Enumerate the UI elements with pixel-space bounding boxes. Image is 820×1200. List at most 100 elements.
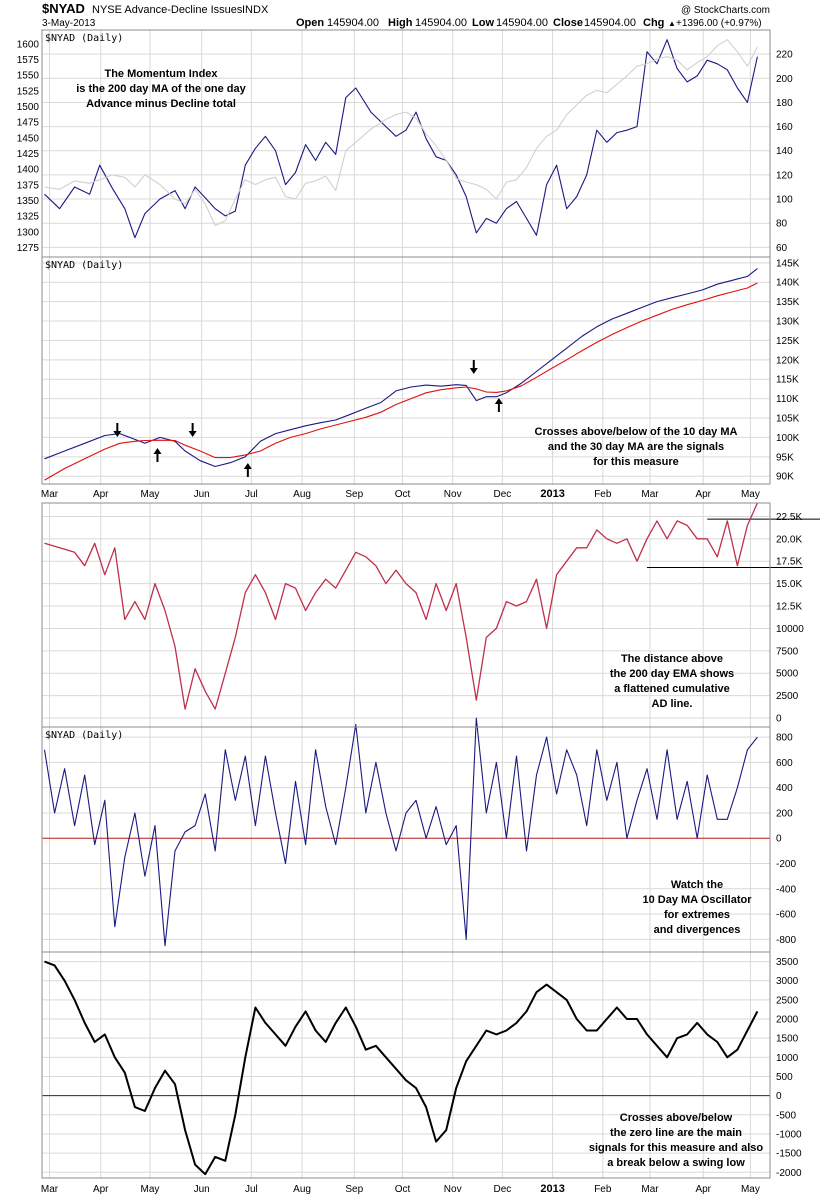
y-right-tick-label: 3000 (776, 976, 799, 987)
x-axis-bottom: Mar Apr May Jun Jul Aug Sep Oct Nov Dec 2013 Feb Mar… (41, 1183, 760, 1195)
arrow-up-icon (494, 398, 503, 404)
chg-arrow-icon: ▲ (668, 19, 676, 28)
x-tick-label-apr: Apr (695, 1184, 711, 1195)
arrow-up-icon (243, 463, 252, 469)
x-tick-label-sep: Sep (345, 489, 363, 500)
y-right-tick-label: 220 (776, 50, 793, 61)
x-tick-label-jul: Jul (245, 1184, 258, 1195)
x-tick-label-jun: Jun (194, 1184, 210, 1195)
annotation-momentum: is the 200 day MA of the one day (76, 83, 246, 95)
annotation-momentum: Advance minus Decline total (86, 98, 236, 110)
high-value: 145904.00 (415, 17, 467, 29)
x-tick-label-mar: Mar (641, 489, 659, 500)
chart-panels: 60 80 100 120 140 160 180 200 220 1275 1300 1325 135… (17, 29, 820, 1195)
y-right-tick-label: -200 (776, 859, 796, 870)
chg-value: +1396.00 (+0.97%) (676, 18, 762, 29)
x-tick-label-feb: Feb (594, 489, 612, 500)
y-right-tick-label: 7500 (776, 646, 799, 657)
arrow-down-icon (469, 368, 478, 374)
ohlc-readout: Open 145904.00 High 145904.00 Low 145904… (296, 17, 762, 29)
y-right-tick-label: 120K (776, 355, 800, 366)
x-tick-label-dec: Dec (493, 489, 511, 500)
series-line-ma30-red (44, 282, 758, 481)
series-line-ad-line-navy (44, 268, 758, 468)
panel-momentum: 60 80 100 120 140 160 180 200 220 1275 1300 1325 135… (17, 29, 793, 258)
y-right-tick-label: 5000 (776, 669, 799, 680)
y-left-tick-label: 1350 (17, 196, 40, 207)
panel-frame (41, 726, 771, 953)
y-left-tick-label: 1525 (17, 86, 40, 97)
x-tick-label-sep: Sep (345, 1184, 363, 1195)
panel-label: $NYAD (Daily) (45, 33, 123, 44)
close-label: Close (553, 17, 583, 29)
low-label: Low (472, 17, 494, 29)
annotation-oscillator: 10 Day MA Oscillator (642, 894, 752, 906)
chg-label: Chg (643, 17, 664, 29)
y-right-tick-label: 140K (776, 278, 800, 289)
x-tick-label-mar: Mar (641, 1184, 659, 1195)
y-right-tick-label: 60 (776, 243, 788, 254)
x-tick-label-jul: Jul (245, 489, 258, 500)
arrow-down-icon (188, 431, 197, 437)
y-right-tick-label: 1500 (776, 1034, 799, 1045)
y-left-tick-label: 1425 (17, 149, 40, 160)
panel-distance: 0 2500 5000 7500 10000 12.5K 15.0K 17.5K 20.0K 22… (41, 502, 820, 728)
y-right-tick-label: -1500 (776, 1149, 802, 1160)
y-left-tick-label: 1450 (17, 133, 40, 144)
y-right-tick-label: 120 (776, 170, 793, 181)
annotation-zero-line: signals for this measure and also (589, 1142, 764, 1154)
x-tick-label-aug: Aug (293, 1184, 311, 1195)
x-tick-label-may: May (741, 489, 760, 500)
y-right-tick-label: 95K (776, 452, 794, 463)
y-right-tick-label: 2500 (776, 995, 799, 1006)
series-line-osc-navy (43, 717, 758, 947)
series-line-distance-crimson (44, 502, 758, 710)
y-right-tick-label: 2500 (776, 691, 799, 702)
x-axis-top: Mar Apr May Jun Jul Aug Sep Oct Nov Dec 2013 Feb Mar… (41, 488, 760, 500)
y-right-tick-label: -800 (776, 935, 796, 946)
y-left-tick-label: 1550 (17, 71, 40, 82)
y-right-tick-label: 135K (776, 297, 800, 308)
y-right-tick-label: 22.5K (776, 512, 802, 523)
cross-arrows (113, 360, 503, 477)
annotation-distance: AD line. (652, 698, 693, 710)
y-right-tick-label: 2000 (776, 1015, 799, 1026)
panel-frame (41, 256, 771, 485)
y-right-tick-label: 10000 (776, 624, 804, 635)
y-right-tick-label: 145K (776, 258, 800, 269)
y-right-tick-label: 200 (776, 74, 793, 85)
y-right-tick-label: 130K (776, 317, 800, 328)
y-right-tick-label: 1000 (776, 1053, 799, 1064)
y-right-tick-label: 100 (776, 195, 793, 206)
y-right-tick-label: 20.0K (776, 534, 802, 545)
x-tick-label-apr: Apr (93, 489, 109, 500)
x-tick-label-nov: Nov (444, 489, 462, 500)
y-right-tick-label: -1000 (776, 1129, 802, 1140)
x-tick-label-may: May (741, 1184, 760, 1195)
x-tick-label-nov: Nov (444, 1184, 462, 1195)
high-label: High (388, 17, 413, 29)
y-right-tick-label: 400 (776, 783, 793, 794)
y-left-tick-label: 1300 (17, 227, 40, 238)
annotation-oscillator: and divergences (654, 924, 741, 936)
y-right-tick-label: 100K (776, 433, 800, 444)
y-right-tick-label: 200 (776, 808, 793, 819)
annotations: The Momentum Index is the 200 day MA of t… (76, 68, 763, 1169)
y-right-tick-label: 12.5K (776, 602, 802, 613)
x-tick-label-mar: Mar (41, 489, 59, 500)
panel-label: $NYAD (Daily) (45, 730, 123, 741)
x-tick-label-apr: Apr (695, 489, 711, 500)
y-right-tick-label: 0 (776, 1091, 782, 1102)
open-label: Open (296, 17, 324, 29)
x-tick-label-apr: Apr (93, 1184, 109, 1195)
panel-cumulative: 90K 95K 100K 105K 110K 115K 120K 125K 130K 135K 14… (41, 256, 800, 485)
y-left-tick-label: 1575 (17, 55, 40, 66)
x-tick-label-feb: Feb (594, 1184, 612, 1195)
y-left-tick-label: 1375 (17, 180, 40, 191)
y-right-tick-label: 17.5K (776, 557, 802, 568)
annotation-crosses: for this measure (593, 456, 679, 468)
y-right-tick-label: 115K (776, 375, 799, 386)
close-value: 145904.00 (584, 17, 636, 29)
y-right-tick-label: 0 (776, 834, 782, 845)
x-tick-label-may: May (140, 1184, 159, 1195)
